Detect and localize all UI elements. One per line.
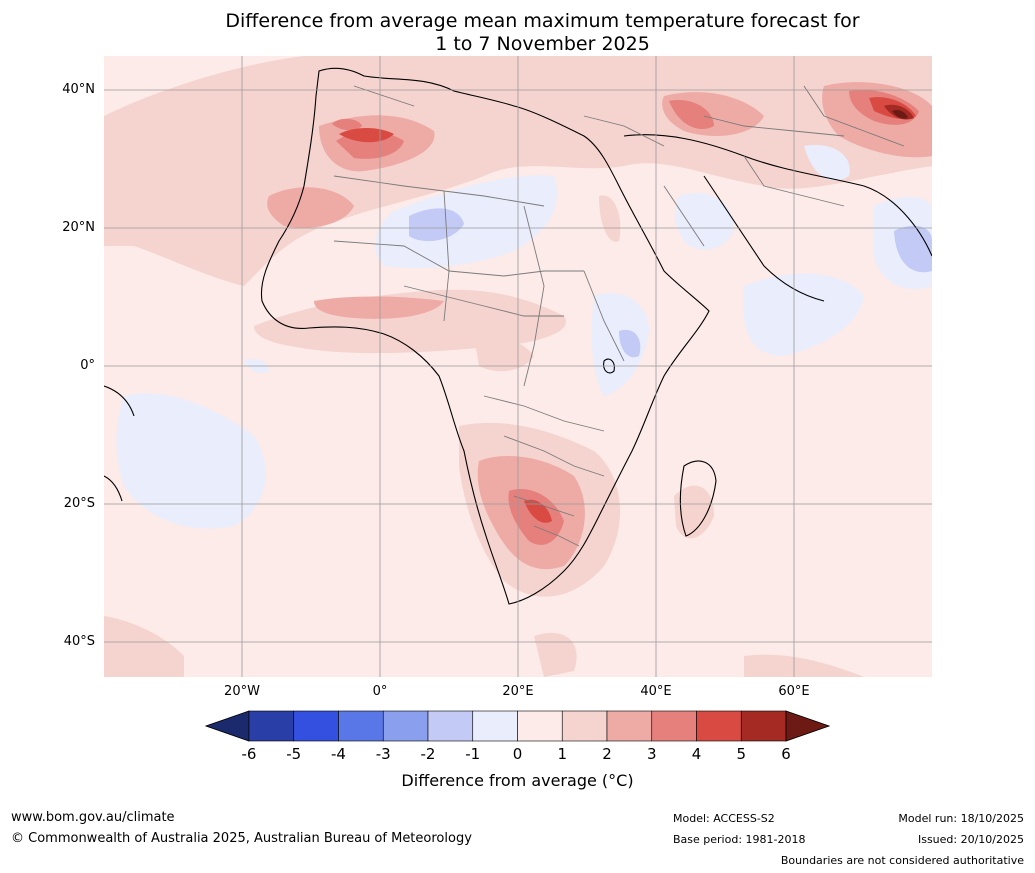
coastlines	[104, 67, 932, 605]
footer-disclaimer: Boundaries are not considered authoritat…	[780, 854, 1024, 867]
colorbar-bin	[517, 710, 563, 742]
lat-label-0: 0°	[80, 358, 95, 373]
colorbar-tick-label: 5	[736, 745, 747, 763]
lon-label-20e: 20°E	[502, 684, 534, 699]
colorbar-tick-label: 1	[557, 745, 568, 763]
lat-label-40s: 40°S	[63, 634, 95, 649]
colorbar-tick-label: 2	[602, 745, 612, 763]
footer-issued: Issued: 20/10/2025	[917, 833, 1024, 846]
colorbar-over-triangle	[785, 710, 830, 742]
map-canvas	[104, 56, 932, 677]
anomaly-over-6-region	[892, 109, 908, 119]
colorbar-tick-label: -6	[241, 745, 257, 763]
lon-label-0: 0°	[372, 684, 388, 699]
colorbar-bin	[472, 710, 518, 742]
colorbar-tick-label: -2	[420, 745, 436, 763]
colorbar-bin	[338, 710, 384, 742]
lat-label-20n: 20°N	[62, 220, 95, 235]
colorbar-tick-label: 0	[512, 745, 523, 763]
colorbar	[205, 710, 830, 742]
colorbar-tick-label: -3	[375, 745, 391, 763]
forecast-map[interactable]	[104, 56, 932, 677]
title-line-2: 1 to 7 November 2025	[435, 33, 650, 55]
colorbar-tick-label: -4	[331, 745, 346, 763]
colorbar-bin	[382, 710, 429, 742]
colorbar-tick-label: 3	[646, 745, 657, 763]
lat-label-20s: 20°S	[63, 496, 95, 511]
colorbar-bin	[561, 710, 608, 742]
colorbar-bin	[427, 710, 474, 742]
footer-copyright: © Commonwealth of Australia 2025, Austra…	[11, 831, 472, 846]
colorbar-tick-label: 4	[691, 745, 702, 763]
lon-label-60e: 60°E	[778, 684, 810, 699]
colorbar-label: Difference from average (°C)	[401, 771, 634, 790]
colorbar-tick-label: 6	[781, 745, 791, 763]
title-line-1: Difference from average mean maximum tem…	[225, 10, 860, 32]
colorbar-tick-label: -1	[465, 745, 481, 763]
chart-title: Difference from average mean maximum tem…	[0, 10, 1035, 56]
colorbar-bin	[606, 710, 653, 742]
footer-model: Model: ACCESS-S2	[673, 812, 775, 825]
colorbar-bin	[740, 710, 787, 742]
colorbar-bin	[248, 710, 295, 742]
anomaly-minus1-0-regions	[116, 145, 932, 529]
colorbar-under-triangle	[205, 710, 250, 742]
colorbar-tick-label: -5	[286, 745, 302, 763]
footer-url[interactable]: www.bom.gov.au/climate	[11, 810, 175, 825]
lon-label-40e: 40°E	[640, 684, 672, 699]
colorbar-bin	[651, 710, 697, 742]
footer-model-run: Model run: 18/10/2025	[898, 812, 1024, 825]
lat-label-40n: 40°N	[62, 82, 95, 97]
graticule	[104, 56, 932, 677]
lon-label-20w: 20°W	[224, 684, 260, 699]
footer-base-period: Base period: 1981-2018	[673, 833, 806, 846]
colorbar-bin	[696, 710, 742, 742]
colorbar-bin	[293, 710, 339, 742]
